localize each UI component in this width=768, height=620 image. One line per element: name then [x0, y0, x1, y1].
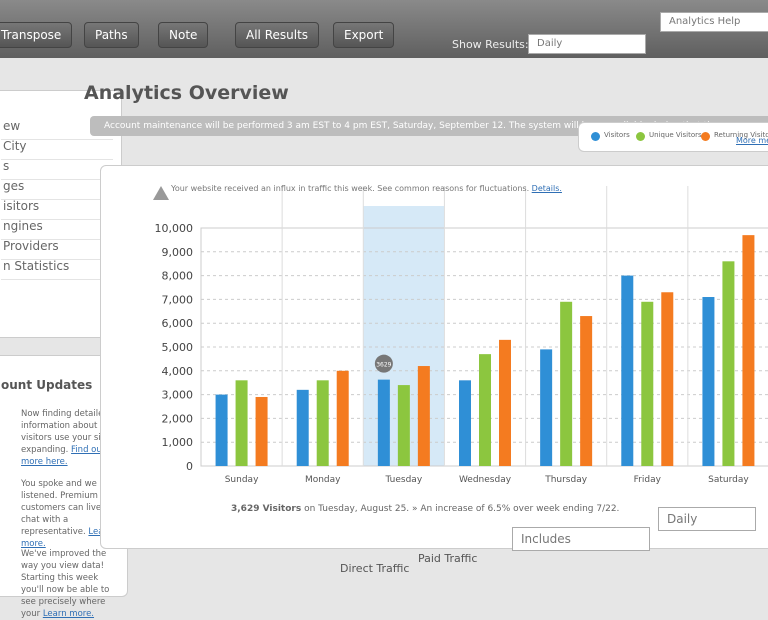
bar	[621, 275, 634, 466]
update: We've improved the way you view data! St…	[21, 548, 121, 620]
y-tick-label: 1,000	[162, 436, 194, 449]
select[interactable]: Daily	[658, 507, 756, 531]
bar	[499, 339, 511, 466]
summary-bold: 3,629 Visitors	[231, 504, 302, 514]
value-bubble	[374, 354, 393, 373]
nav-item[interactable]: City	[1, 139, 113, 160]
toolbar-button[interactable]: Paths	[84, 22, 139, 48]
x-tick-label: Wednesday	[459, 475, 512, 485]
bar	[459, 380, 471, 466]
legend-label: Unique Visitors	[649, 131, 702, 139]
legend-label: Returning Visitors	[714, 131, 768, 139]
update-text: Now finding detailed information about h…	[21, 409, 119, 455]
toolbar-button[interactable]: All Results	[235, 22, 320, 48]
x-tick-label: Saturday	[708, 475, 749, 485]
legend-label: Visitors	[604, 131, 630, 139]
page-title: Analytics Overview	[84, 82, 289, 104]
nav-item[interactable]: ew	[1, 119, 113, 140]
alert-link[interactable]: Details.	[531, 184, 562, 193]
show-label: Show Results:	[452, 38, 529, 51]
nav-item[interactable]: Providers	[1, 239, 113, 260]
y-tick-label: 5,000	[162, 341, 194, 354]
update-link[interactable]: Learn more.	[42, 609, 95, 619]
bar	[580, 316, 593, 466]
update-link[interactable]: Find out more here.	[21, 445, 106, 467]
chart-card: 0 1,000 2,000 3,000 4,000 5,000 6,000 7,000 8,00…	[100, 165, 768, 549]
legend-swatch	[636, 132, 645, 141]
legend-swatch	[701, 132, 710, 141]
select[interactable]: Includes	[512, 527, 650, 551]
nav-item[interactable]: ges	[1, 179, 113, 200]
value-label: 3629	[376, 362, 391, 369]
bar	[296, 389, 309, 466]
y-tick-label: 10,000	[155, 222, 194, 235]
bar	[316, 380, 329, 466]
toolbar-button[interactable]: Export	[333, 22, 395, 48]
bar	[255, 396, 268, 466]
select[interactable]: Daily	[528, 34, 646, 54]
alert: Your website received an influx in traff…	[171, 184, 562, 193]
nav-item[interactable]: n Statistics	[1, 259, 113, 280]
summary-text: on Tuesday, August 25. » An increase of …	[304, 504, 620, 514]
radio-option[interactable]: Direct Traffic	[340, 562, 410, 575]
bar	[661, 292, 674, 466]
x-tick-label: Thursday	[544, 475, 588, 485]
bar	[479, 354, 491, 466]
y-tick-label: 4,000	[162, 365, 194, 378]
more-link[interactable]: More metrics	[736, 136, 768, 145]
toolbar-button[interactable]: Note	[158, 22, 209, 48]
y-tick-label: 2,000	[162, 412, 194, 425]
nav-item[interactable]: ngines	[1, 219, 113, 240]
x-tick-label: Sunday	[225, 475, 259, 485]
y-tick-label: 9,000	[162, 246, 194, 259]
nav-item[interactable]: s	[1, 159, 113, 180]
bar	[540, 349, 553, 466]
alert-icon	[153, 186, 169, 200]
bar	[417, 366, 430, 466]
bar	[641, 301, 654, 466]
radio-option[interactable]: Paid Traffic	[418, 552, 478, 565]
y-tick-label: 7,000	[162, 293, 194, 306]
x-tick-label: Tuesday	[385, 475, 423, 485]
bar	[702, 297, 715, 466]
bar	[377, 379, 390, 466]
bar	[235, 380, 248, 466]
y-tick-label: 3,000	[162, 389, 194, 402]
bar	[722, 261, 735, 466]
bar	[560, 301, 573, 466]
chart: 0 1,000 2,000 3,000 4,000 5,000 6,000 7,000 8,00…	[153, 186, 768, 485]
bar	[336, 370, 349, 466]
nav-item[interactable]: isitors	[1, 199, 113, 220]
select[interactable]: Analytics Help	[660, 12, 768, 32]
y-tick-label: 8,000	[162, 270, 194, 283]
y-tick-label: 6,000	[162, 317, 194, 330]
y-tick-label: 0	[186, 460, 193, 473]
updates-title: ount Updates	[1, 378, 93, 392]
legend-swatch	[591, 132, 600, 141]
update: Now finding detailed information about h…	[21, 408, 121, 468]
bar	[742, 235, 755, 466]
alert-text: Your website received an influx in traff…	[171, 184, 530, 193]
bar	[215, 394, 228, 466]
x-tick-label: Friday	[634, 475, 662, 485]
summary: 3,629 Visitors on Tuesday, August 25. » …	[231, 504, 619, 514]
legend: Visitors Unique Visitors Returning Visitor…	[578, 122, 768, 152]
update-text: You spoke and we listened. Premium custo…	[21, 479, 102, 537]
toolbar-button[interactable]: Transpose	[0, 22, 73, 48]
bar	[397, 385, 410, 466]
x-tick-label: Monday	[305, 475, 341, 485]
